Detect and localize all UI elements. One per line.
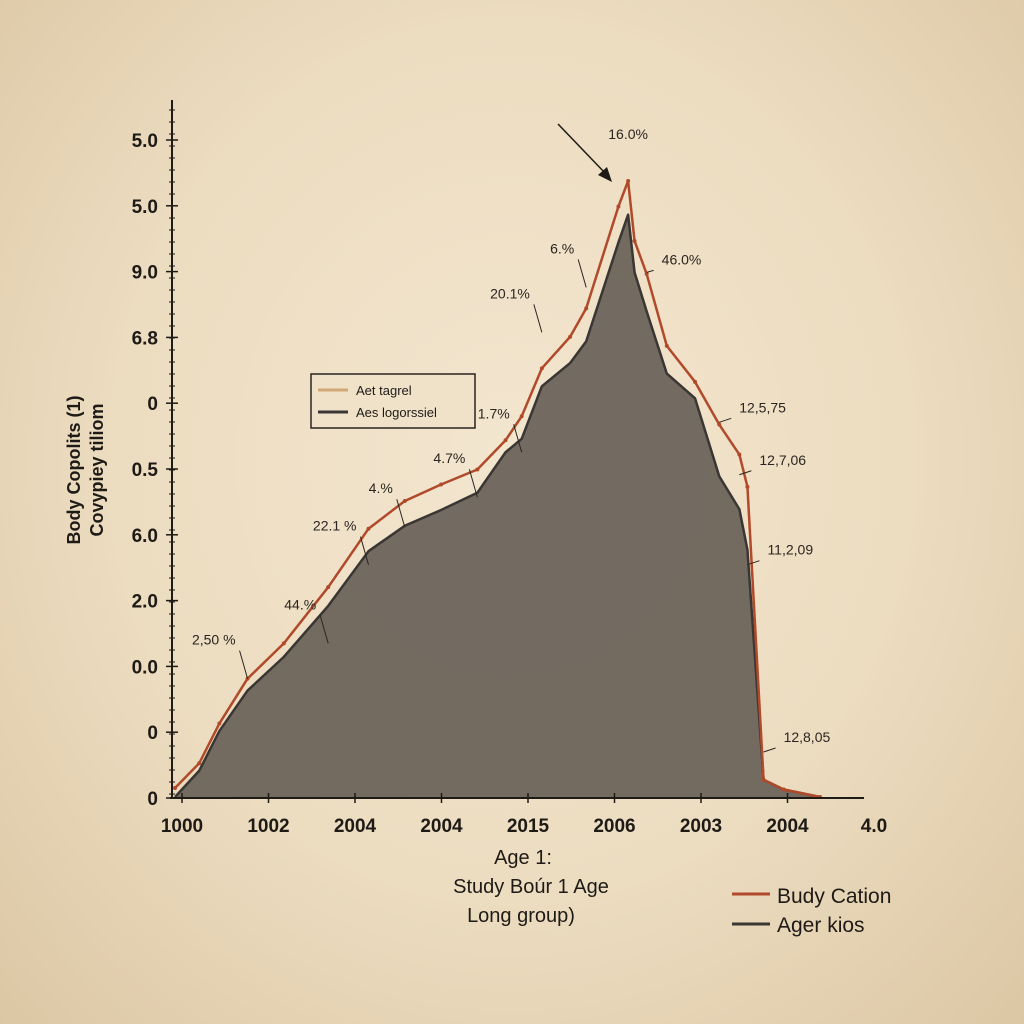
series-budy-cation-point: [737, 452, 742, 457]
series-budy-cation-point: [644, 271, 649, 276]
series-budy-cation-point: [664, 343, 669, 348]
x-tick-label: 4.0: [861, 816, 887, 837]
x-tick-label: 2015: [507, 816, 550, 837]
x-ticks: 1000 1002 2004 2004 2015 2006 2003 2004 4.0: [161, 793, 887, 837]
x-tick-label: 2004: [420, 816, 463, 837]
legend-label-budy-cation: Budy Cation: [777, 885, 891, 908]
data-label: 2,50 %: [192, 632, 236, 648]
series-ager-kios-area: [175, 214, 820, 798]
y-tick-label: 6.0: [132, 526, 158, 547]
data-label-leader: [533, 304, 543, 333]
data-label: 4.%: [369, 480, 393, 496]
series-budy-cation-point: [475, 467, 480, 472]
line-layer: [173, 178, 822, 799]
series-budy-cation-point: [503, 438, 508, 443]
x-tick-label: 2006: [593, 816, 635, 837]
series-budy-cation-point: [745, 484, 750, 489]
x-axis-label-line-2: Study Boúr 1 Age: [453, 876, 609, 898]
area-layer: [175, 214, 820, 798]
series-budy-cation-point: [402, 498, 407, 503]
data-label: 6.%: [550, 240, 574, 256]
series-budy-cation-point: [568, 334, 573, 339]
data-label: 12,8,05: [784, 729, 831, 745]
data-label-leader: [319, 615, 329, 644]
series-budy-cation-point: [197, 761, 202, 766]
series-ager-kios-line: [174, 213, 821, 799]
series-budy-cation-point: [173, 786, 177, 791]
data-label-leader: [239, 650, 249, 679]
series-budy-cation-point: [366, 526, 371, 531]
data-label: 12,5,75: [739, 399, 786, 415]
data-label-leader: [468, 469, 478, 498]
y-tick-label: 0: [147, 394, 158, 415]
series-budy-cation-point: [616, 204, 621, 209]
x-tick-label: 2004: [334, 816, 377, 837]
data-label-leader: [739, 470, 752, 476]
data-label: 4.7%: [433, 450, 465, 466]
axes: [170, 100, 864, 799]
peak-arrow-head: [598, 167, 612, 182]
inner-legend-box: [310, 373, 476, 429]
inner-legend: Aet tagrel Aes logorssiel: [310, 373, 476, 429]
data-label-leader: [360, 536, 369, 565]
y-axis-label-line-2: Covypiey tiliom: [87, 403, 107, 536]
series-budy-cation-point: [693, 379, 698, 384]
data-label: 1.7%: [478, 405, 510, 421]
data-label: 20.1%: [490, 285, 530, 301]
data-label: 11,2,09: [767, 542, 813, 558]
inner-legend-label-1: Aet tagrel: [356, 383, 412, 398]
series-budy-cation-point: [326, 585, 331, 590]
series-budy-cation-point: [539, 366, 544, 371]
y-tick-label: 0: [147, 723, 158, 744]
data-label: 16.0%: [608, 126, 648, 142]
x-tick-label: 1000: [161, 816, 203, 837]
y-tick-label: 0.0: [132, 657, 158, 678]
series-budy-cation-point: [781, 787, 786, 792]
y-tick-label: 5.0: [132, 197, 158, 218]
data-label-leader: [577, 259, 587, 288]
data-label: 46.0%: [662, 251, 702, 267]
series-budy-cation-point: [281, 641, 286, 646]
series-budy-cation-point: [519, 414, 524, 419]
series-budy-cation-point: [632, 238, 637, 243]
series-budy-cation-point: [626, 178, 631, 183]
y-axis-label-line-1: Body Copolits (1): [64, 396, 84, 545]
legend: Budy Cation Ager kios: [732, 885, 891, 937]
y-ticks: 5.0 5.0 9.0 6.8 0 0.5 6.0 2.0 0.0 0 0: [132, 109, 178, 810]
peak-arrow-shaft: [557, 123, 607, 175]
series-budy-cation-point: [439, 482, 444, 487]
data-label: 12,7,06: [759, 452, 806, 468]
inner-legend-label-2: Aes logorssiel: [356, 405, 437, 420]
x-tick-label: 2003: [680, 816, 722, 837]
data-labels: 2,50 % 44.% 22.1 % 4.% 4.7% 1.7% 20.1% 6.% 16.0%…: [192, 126, 831, 753]
x-axis-label-line-3: Long group): [467, 905, 575, 927]
x-axis-label-line-1: Age 1:: [494, 847, 552, 869]
series-budy-cation-point: [217, 721, 222, 726]
data-label-leader: [719, 417, 732, 423]
y-tick-label: 0: [147, 789, 158, 810]
x-tick-label: 1002: [247, 816, 289, 837]
data-label-leader: [747, 560, 760, 566]
data-label-leader: [513, 424, 523, 453]
series-budy-cation-point: [717, 422, 722, 427]
y-tick-label: 5.0: [132, 131, 158, 152]
x-tick-label: 2004: [766, 816, 809, 837]
data-label: 22.1 %: [313, 518, 357, 534]
y-tick-label: 0.5: [132, 460, 159, 481]
y-tick-label: 2.0: [132, 592, 158, 613]
legend-label-ager-kios: Ager kios: [777, 914, 865, 937]
y-tick-label: 6.8: [132, 328, 158, 349]
y-tick-label: 9.0: [132, 263, 158, 284]
data-label-leader: [396, 499, 406, 528]
data-label-leader: [646, 269, 654, 273]
series-budy-cation-point: [584, 306, 589, 311]
data-label-leader: [763, 747, 776, 753]
series-budy-cation-point: [761, 777, 766, 782]
data-label: 44.%: [284, 596, 316, 612]
